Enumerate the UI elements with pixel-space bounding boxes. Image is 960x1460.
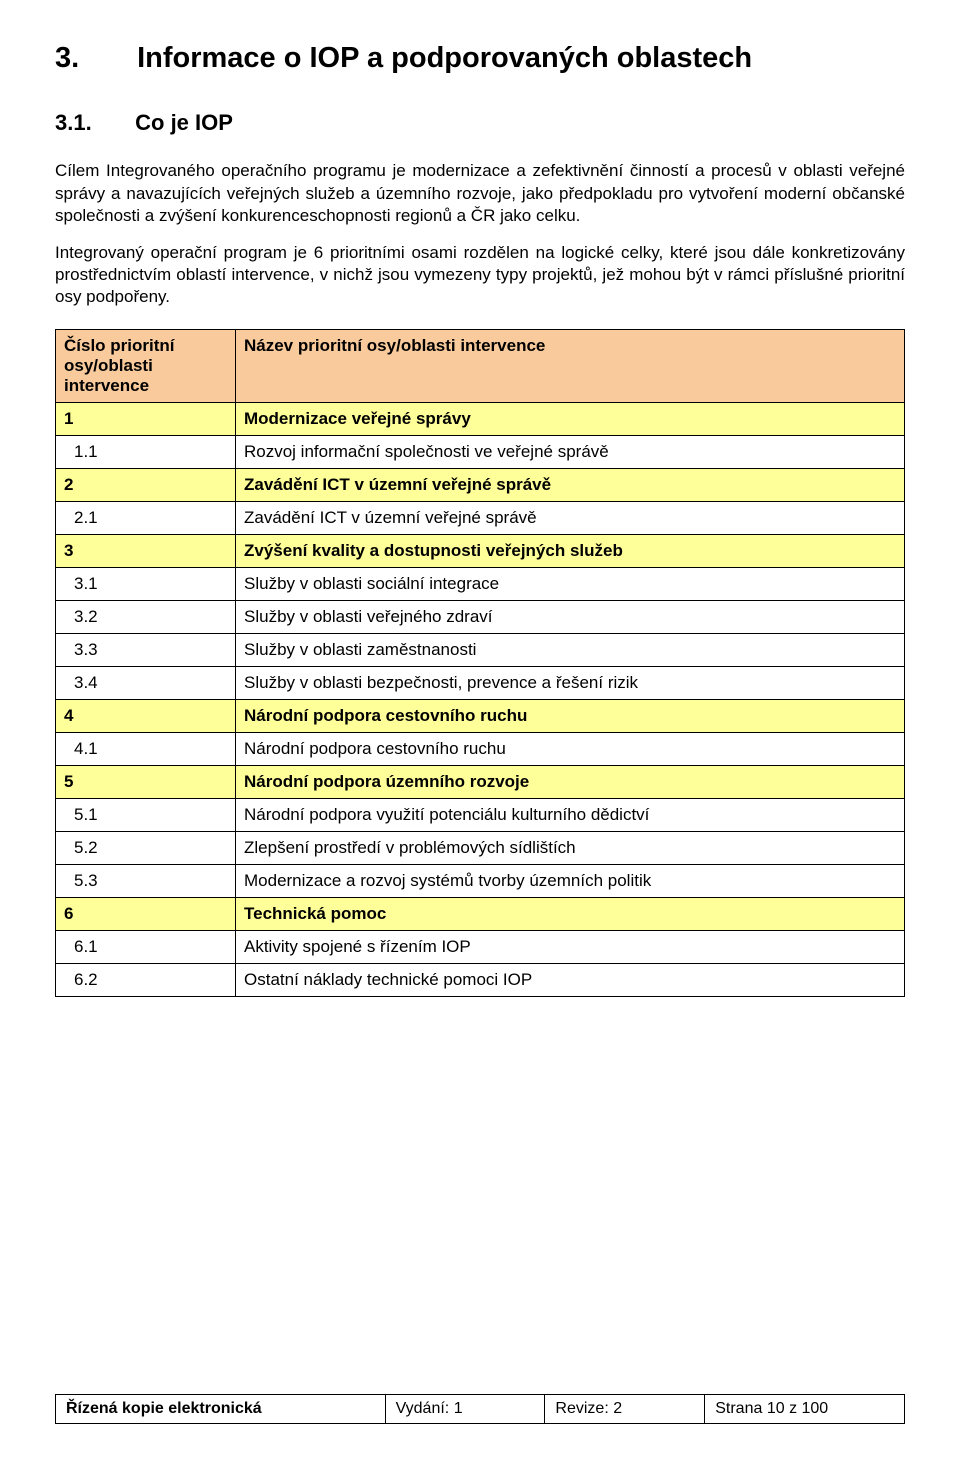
table-row: 3.2Služby v oblasti veřejného zdraví [56, 600, 905, 633]
subsection-number: 3.1. [55, 110, 129, 136]
table-row: 5.2Zlepšení prostředí v problémových síd… [56, 831, 905, 864]
footer-table: Řízená kopie elektronická Vydání: 1 Revi… [55, 1394, 905, 1424]
row-name: Zvýšení kvality a dostupnosti veřejných … [236, 534, 905, 567]
table-row: 3.4Služby v oblasti bezpečnosti, prevenc… [56, 666, 905, 699]
section-number: 3. [55, 40, 129, 76]
table-row: 5.1Národní podpora využití potenciálu ku… [56, 798, 905, 831]
row-name: Zavádění ICT v územní veřejné správě [236, 468, 905, 501]
footer-edition: Vydání: 1 [385, 1395, 545, 1424]
section-heading: 3. Informace o IOP a podporovaných oblas… [55, 40, 905, 76]
row-name: Rozvoj informační společnosti ve veřejné… [236, 435, 905, 468]
table-row: 6.2Ostatní náklady technické pomoci IOP [56, 963, 905, 996]
row-number: 6.1 [56, 930, 236, 963]
table-row: 1.1Rozvoj informační společnosti ve veře… [56, 435, 905, 468]
table-row: 6.1Aktivity spojené s řízením IOP [56, 930, 905, 963]
row-number: 6.2 [56, 963, 236, 996]
priorities-table: Číslo prioritní osy/oblasti intervence N… [55, 329, 905, 997]
table-row: 2.1Zavádění ICT v územní veřejné správě [56, 501, 905, 534]
row-number: 5 [56, 765, 236, 798]
table-row: 4Národní podpora cestovního ruchu [56, 699, 905, 732]
subsection-title: Co je IOP [135, 110, 233, 135]
row-number: 1 [56, 402, 236, 435]
row-name: Služby v oblasti bezpečnosti, prevence a… [236, 666, 905, 699]
footer-doc-type: Řízená kopie elektronická [56, 1395, 386, 1424]
row-number: 3 [56, 534, 236, 567]
footer-revision: Revize: 2 [545, 1395, 705, 1424]
table-row: 4.1Národní podpora cestovního ruchu [56, 732, 905, 765]
row-number: 5.3 [56, 864, 236, 897]
row-name: Aktivity spojené s řízením IOP [236, 930, 905, 963]
row-number: 6 [56, 897, 236, 930]
row-name: Modernizace a rozvoj systémů tvorby územ… [236, 864, 905, 897]
table-header-left: Číslo prioritní osy/oblasti intervence [56, 329, 236, 402]
row-name: Národní podpora využití potenciálu kultu… [236, 798, 905, 831]
row-number: 2 [56, 468, 236, 501]
row-number: 3.2 [56, 600, 236, 633]
row-name: Národní podpora cestovního ruchu [236, 699, 905, 732]
table-row: 3.1Služby v oblasti sociální integrace [56, 567, 905, 600]
table-row: 6Technická pomoc [56, 897, 905, 930]
row-number: 5.1 [56, 798, 236, 831]
table-row: 1Modernizace veřejné správy [56, 402, 905, 435]
paragraph: Integrovaný operační program je 6 priori… [55, 242, 905, 309]
row-number: 5.2 [56, 831, 236, 864]
row-name: Národní podpora územního rozvoje [236, 765, 905, 798]
row-number: 1.1 [56, 435, 236, 468]
row-number: 3.3 [56, 633, 236, 666]
row-name: Modernizace veřejné správy [236, 402, 905, 435]
row-number: 4 [56, 699, 236, 732]
table-row: 2Zavádění ICT v územní veřejné správě [56, 468, 905, 501]
row-name: Zlepšení prostředí v problémových sídliš… [236, 831, 905, 864]
table-row: 5Národní podpora územního rozvoje [56, 765, 905, 798]
row-number: 4.1 [56, 732, 236, 765]
row-number: 2.1 [56, 501, 236, 534]
table-row: 3.3Služby v oblasti zaměstnanosti [56, 633, 905, 666]
row-number: 3.1 [56, 567, 236, 600]
row-name: Technická pomoc [236, 897, 905, 930]
section-title: Informace o IOP a podporovaných oblastec… [137, 40, 877, 76]
row-number: 3.4 [56, 666, 236, 699]
row-name: Ostatní náklady technické pomoci IOP [236, 963, 905, 996]
table-row: 3Zvýšení kvality a dostupnosti veřejných… [56, 534, 905, 567]
paragraph: Cílem Integrovaného operačního programu … [55, 160, 905, 227]
footer-page: Strana 10 z 100 [705, 1395, 905, 1424]
row-name: Národní podpora cestovního ruchu [236, 732, 905, 765]
subsection-heading: 3.1. Co je IOP [55, 110, 905, 136]
row-name: Zavádění ICT v územní veřejné správě [236, 501, 905, 534]
table-header-right: Název prioritní osy/oblasti intervence [236, 329, 905, 402]
row-name: Služby v oblasti zaměstnanosti [236, 633, 905, 666]
row-name: Služby v oblasti veřejného zdraví [236, 600, 905, 633]
table-row: 5.3Modernizace a rozvoj systémů tvorby ú… [56, 864, 905, 897]
row-name: Služby v oblasti sociální integrace [236, 567, 905, 600]
